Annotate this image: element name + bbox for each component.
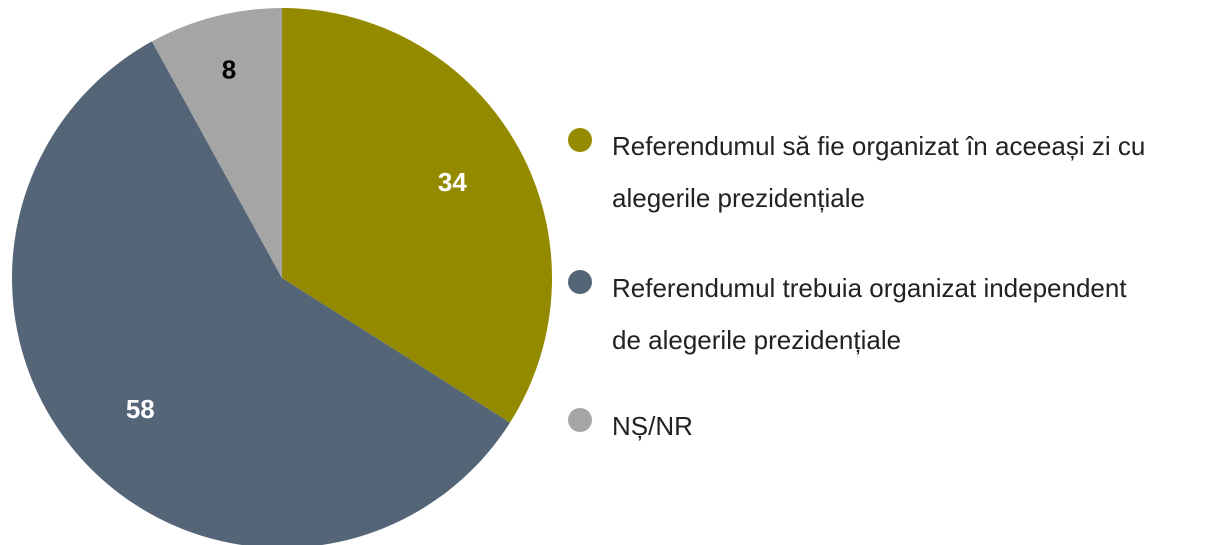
legend-label: NȘ/NR (612, 411, 693, 441)
legend-item: Referendumul să fie organizat în aceeași… (568, 120, 1147, 224)
legend-swatch (568, 128, 592, 152)
legend-label: Referendumul trebuia organizat independe… (612, 273, 1127, 355)
legend-item: NȘ/NR (568, 400, 1147, 452)
pie-slice (151, 7, 282, 278)
pie-slice (12, 41, 510, 545)
legend-swatch (568, 270, 592, 294)
legend-label: Referendumul să fie organizat în aceeași… (612, 131, 1146, 213)
data-label: 58 (126, 394, 155, 424)
data-label: 8 (222, 54, 236, 84)
pie-slice (282, 8, 552, 423)
legend-item: Referendumul trebuia organizat independe… (568, 262, 1147, 366)
legend-swatch (568, 408, 592, 432)
data-label: 34 (438, 167, 467, 197)
